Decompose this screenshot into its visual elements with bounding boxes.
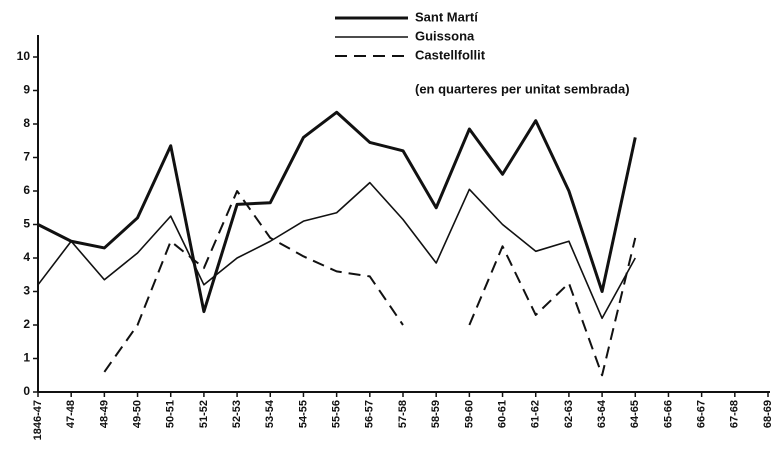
legend-label: Sant Martí <box>415 9 478 24</box>
x-tick-label: 51-52 <box>198 400 210 428</box>
legend-label: Castellfollit <box>415 47 486 62</box>
annotation: (en quarteres per unitat sembrada) <box>415 81 630 96</box>
x-tick-label: 62-63 <box>563 400 575 428</box>
x-tick-label: 53-54 <box>264 399 276 428</box>
y-tick-label: 2 <box>23 317 30 331</box>
series-line <box>37 110 637 314</box>
series-line <box>103 190 637 377</box>
x-tick-label: 58-59 <box>430 400 442 428</box>
x-tick-label: 60-61 <box>496 400 508 428</box>
series-line <box>37 181 636 320</box>
x-tick-label: 1846-47 <box>32 400 44 440</box>
x-tick-label: 65-66 <box>662 400 674 428</box>
y-tick-label: 0 <box>23 384 30 398</box>
legend-label: Guissona <box>415 28 475 43</box>
x-tick-label: 67-68 <box>729 400 741 428</box>
x-tick-label: 66-67 <box>696 400 708 428</box>
x-tick-label: 54-55 <box>297 400 309 428</box>
y-tick-label: 9 <box>23 83 30 97</box>
y-tick-label: 6 <box>23 183 30 197</box>
x-tick-label: 64-65 <box>629 400 641 428</box>
x-tick-label: 56-57 <box>364 400 376 428</box>
x-tick-label: 61-62 <box>530 400 542 428</box>
y-tick-label: 3 <box>23 284 30 298</box>
x-tick-label: 48-49 <box>98 400 110 428</box>
x-tick-label: 59-60 <box>463 400 475 428</box>
x-tick-label: 68-69 <box>762 400 774 428</box>
y-tick-label: 8 <box>23 116 30 130</box>
y-tick-label: 1 <box>23 351 30 365</box>
x-tick-label: 47-48 <box>65 400 77 428</box>
x-tick-label: 55-56 <box>331 400 343 428</box>
x-tick-label: 63-64 <box>596 399 608 428</box>
y-tick-label: 5 <box>23 217 30 231</box>
y-tick-label: 4 <box>23 250 30 264</box>
x-tick-label: 57-58 <box>397 400 409 428</box>
y-tick-label: 7 <box>23 150 30 164</box>
x-tick-label: 52-53 <box>231 400 243 428</box>
x-tick-label: 49-50 <box>131 400 143 428</box>
x-tick-label: 50-51 <box>165 400 177 428</box>
y-tick-label: 10 <box>17 49 31 63</box>
